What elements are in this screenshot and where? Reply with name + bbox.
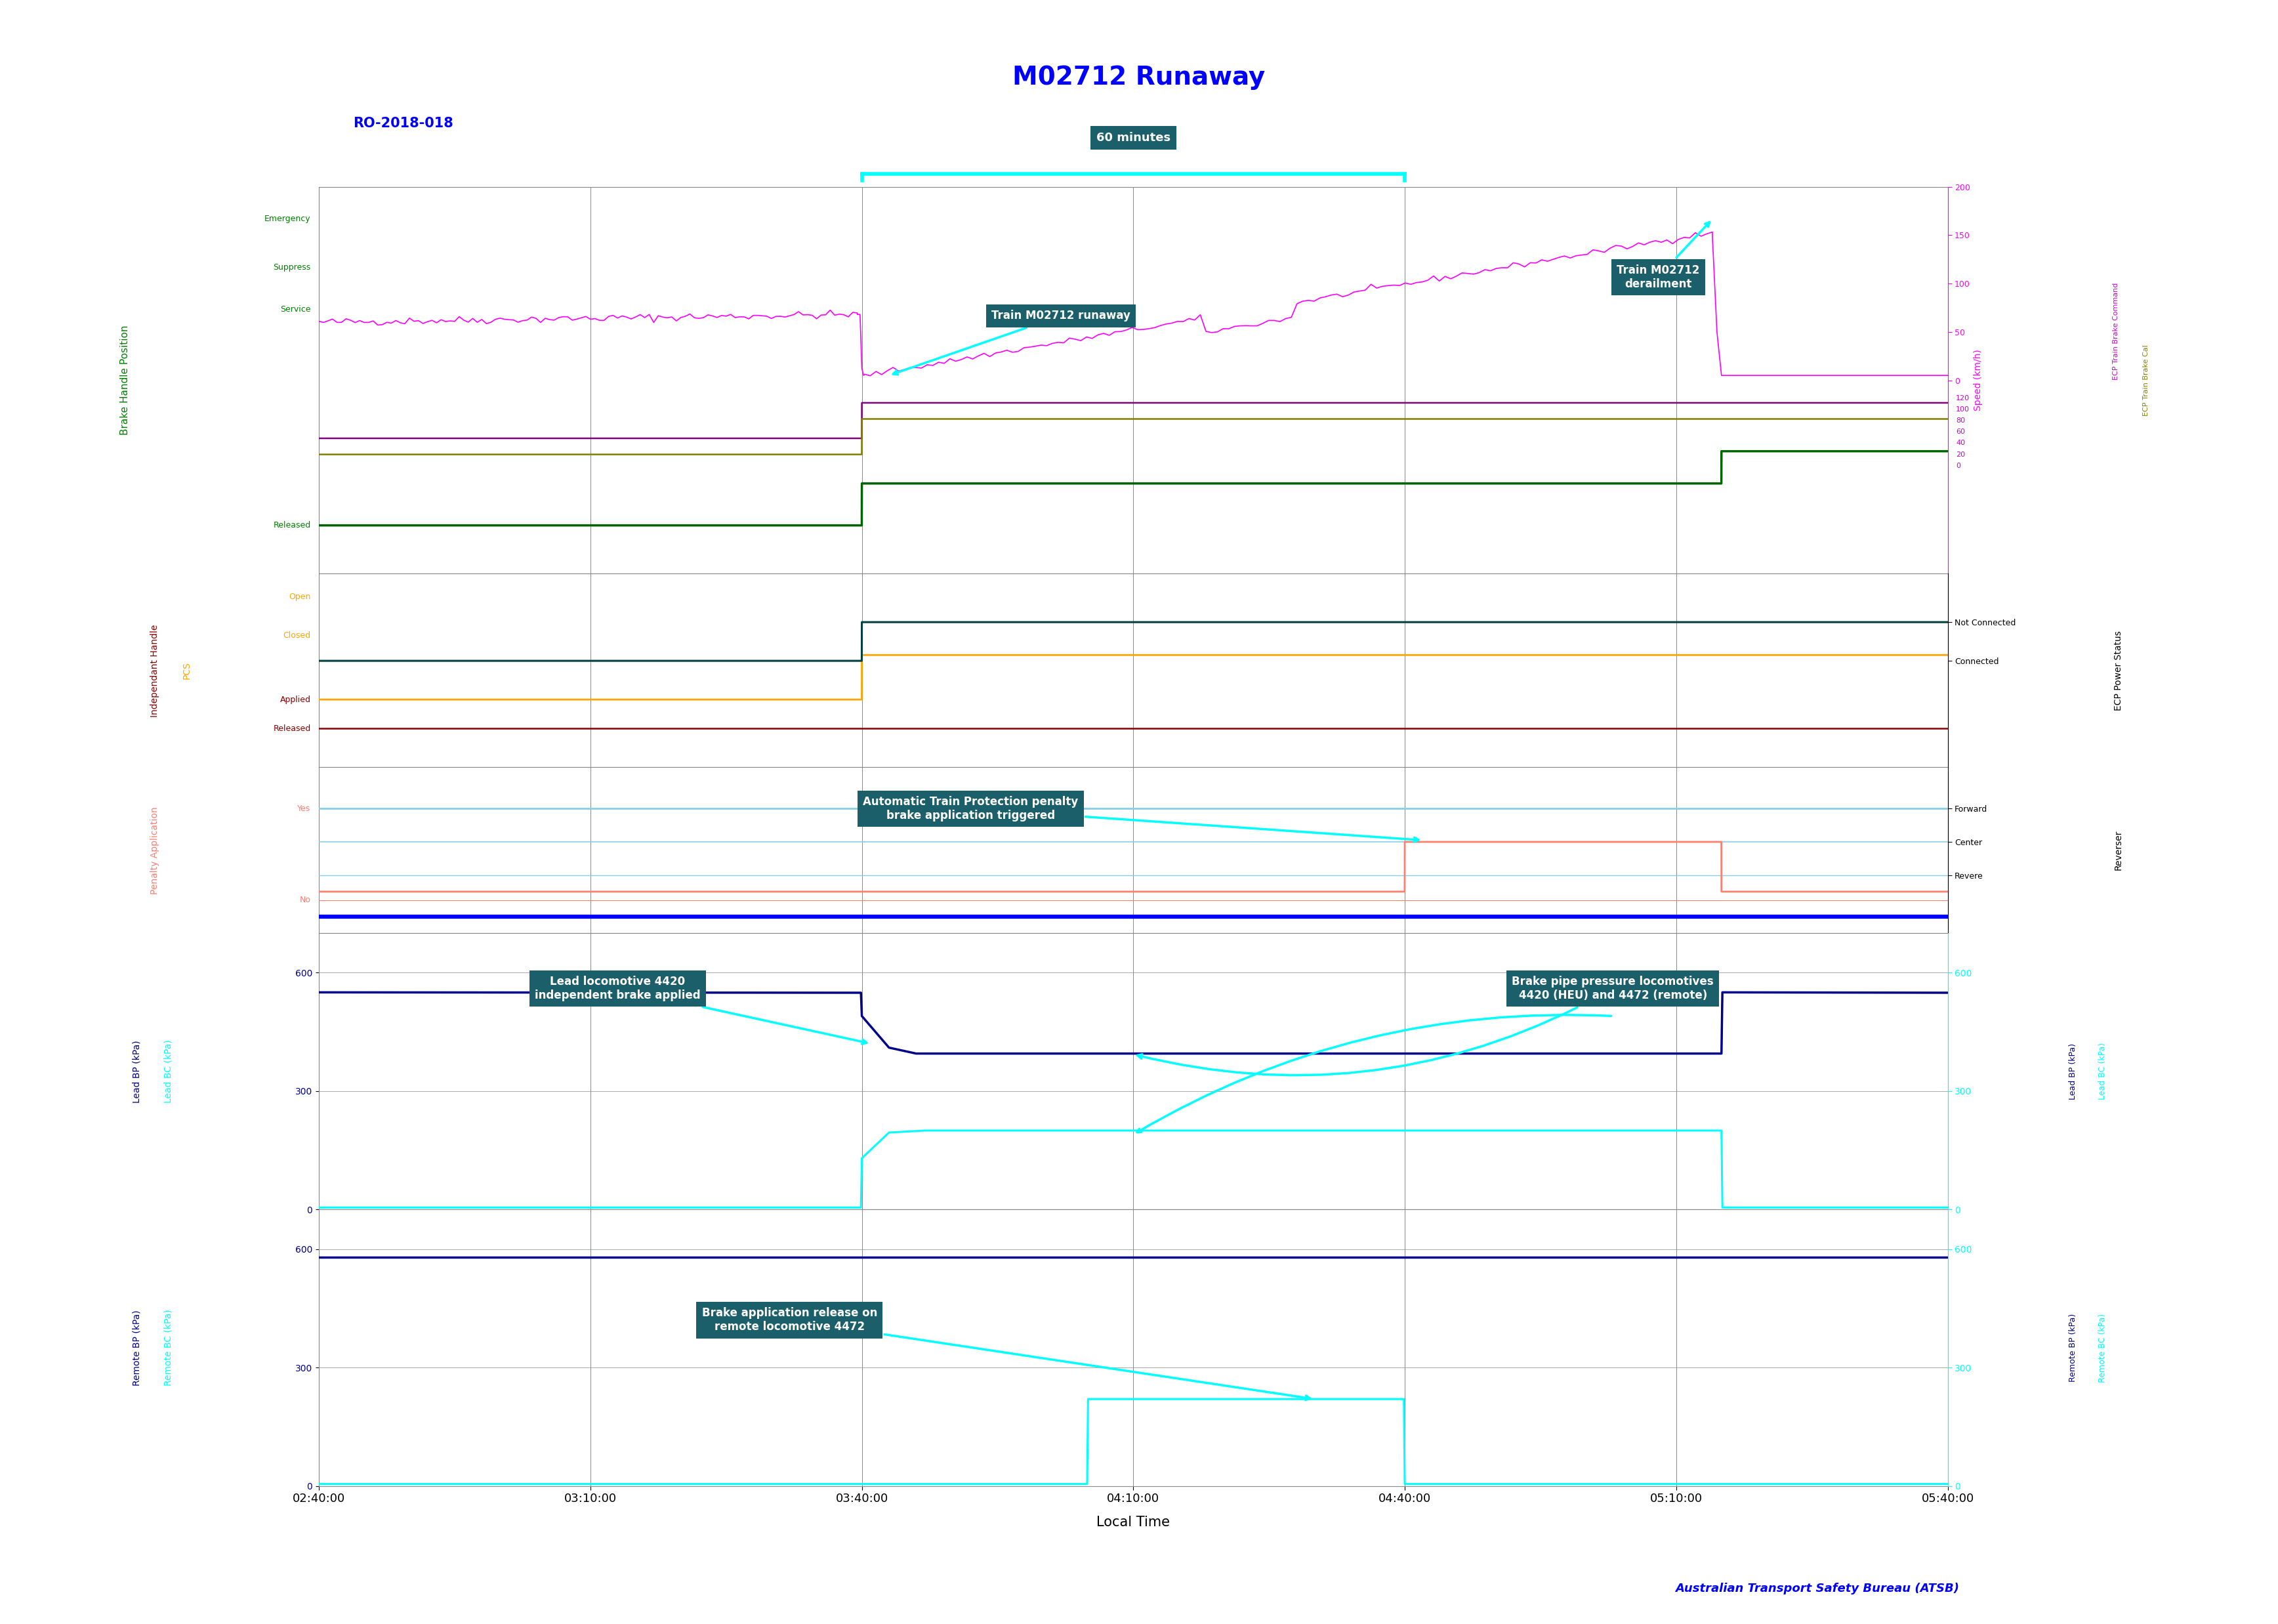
Text: Train M02712
derailment: Train M02712 derailment <box>1617 222 1708 289</box>
Text: Service: Service <box>280 305 310 313</box>
Text: Applied: Applied <box>280 695 310 703</box>
X-axis label: Local Time: Local Time <box>1096 1515 1171 1528</box>
Text: 60 minutes: 60 minutes <box>1096 132 1171 145</box>
Text: Remote BP (kPa): Remote BP (kPa) <box>132 1311 141 1385</box>
Text: PCS: PCS <box>182 661 191 679</box>
Text: Brake Handle Position: Brake Handle Position <box>121 325 130 435</box>
Y-axis label: Speed (km/h): Speed (km/h) <box>1973 349 1984 411</box>
Text: 100: 100 <box>1957 406 1970 412</box>
Text: Lead locomotive 4420
independent brake applied: Lead locomotive 4420 independent brake a… <box>535 976 866 1044</box>
Text: Closed: Closed <box>282 632 310 640</box>
Text: Remote BC (kPa): Remote BC (kPa) <box>2098 1314 2107 1382</box>
Text: Emergency: Emergency <box>264 214 310 222</box>
Text: Released: Released <box>273 521 310 529</box>
Text: ECP Train Brake Cal: ECP Train Brake Cal <box>2144 344 2148 416</box>
Text: 40: 40 <box>1957 440 1966 447</box>
Text: Lead BP (kPa): Lead BP (kPa) <box>132 1039 141 1103</box>
Text: 60: 60 <box>1957 429 1966 435</box>
Text: Lead BC (kPa): Lead BC (kPa) <box>164 1039 173 1103</box>
Text: Train M02712 runaway: Train M02712 runaway <box>893 310 1130 375</box>
Text: 0: 0 <box>1957 463 1961 469</box>
Text: Suppress: Suppress <box>273 263 310 271</box>
Text: ECP Power Status: ECP Power Status <box>2114 630 2123 710</box>
Text: Remote BC (kPa): Remote BC (kPa) <box>164 1309 173 1385</box>
Text: Lead BP (kPa): Lead BP (kPa) <box>2068 1043 2078 1099</box>
Text: Released: Released <box>273 724 310 732</box>
Text: Penalty Application: Penalty Application <box>150 807 159 895</box>
Text: Reverser: Reverser <box>2114 830 2123 870</box>
Text: Automatic Train Protection penalty
brake application triggered: Automatic Train Protection penalty brake… <box>863 796 1419 841</box>
Text: Yes: Yes <box>298 804 310 814</box>
Text: Australian Transport Safety Bureau (ATSB): Australian Transport Safety Bureau (ATSB… <box>1674 1583 1959 1595</box>
Text: 80: 80 <box>1957 417 1966 424</box>
Text: No: No <box>301 896 310 905</box>
Text: Remote BP (kPa): Remote BP (kPa) <box>2068 1314 2078 1382</box>
Text: Independant Handle: Independant Handle <box>150 624 159 716</box>
Text: RO-2018-018: RO-2018-018 <box>353 117 453 130</box>
Text: 120: 120 <box>1957 395 1970 401</box>
Text: ECP Train Brake Command: ECP Train Brake Command <box>2114 283 2119 380</box>
Text: Lead BC (kPa): Lead BC (kPa) <box>2098 1043 2107 1099</box>
Text: 20: 20 <box>1957 451 1966 458</box>
Text: M02712 Runaway: M02712 Runaway <box>1014 65 1264 89</box>
Text: Brake pipe pressure locomotives
4420 (HEU) and 4472 (remote): Brake pipe pressure locomotives 4420 (HE… <box>1137 976 1713 1075</box>
Text: Open: Open <box>289 593 310 601</box>
Text: Brake application release on
remote locomotive 4472: Brake application release on remote loco… <box>702 1307 1310 1400</box>
